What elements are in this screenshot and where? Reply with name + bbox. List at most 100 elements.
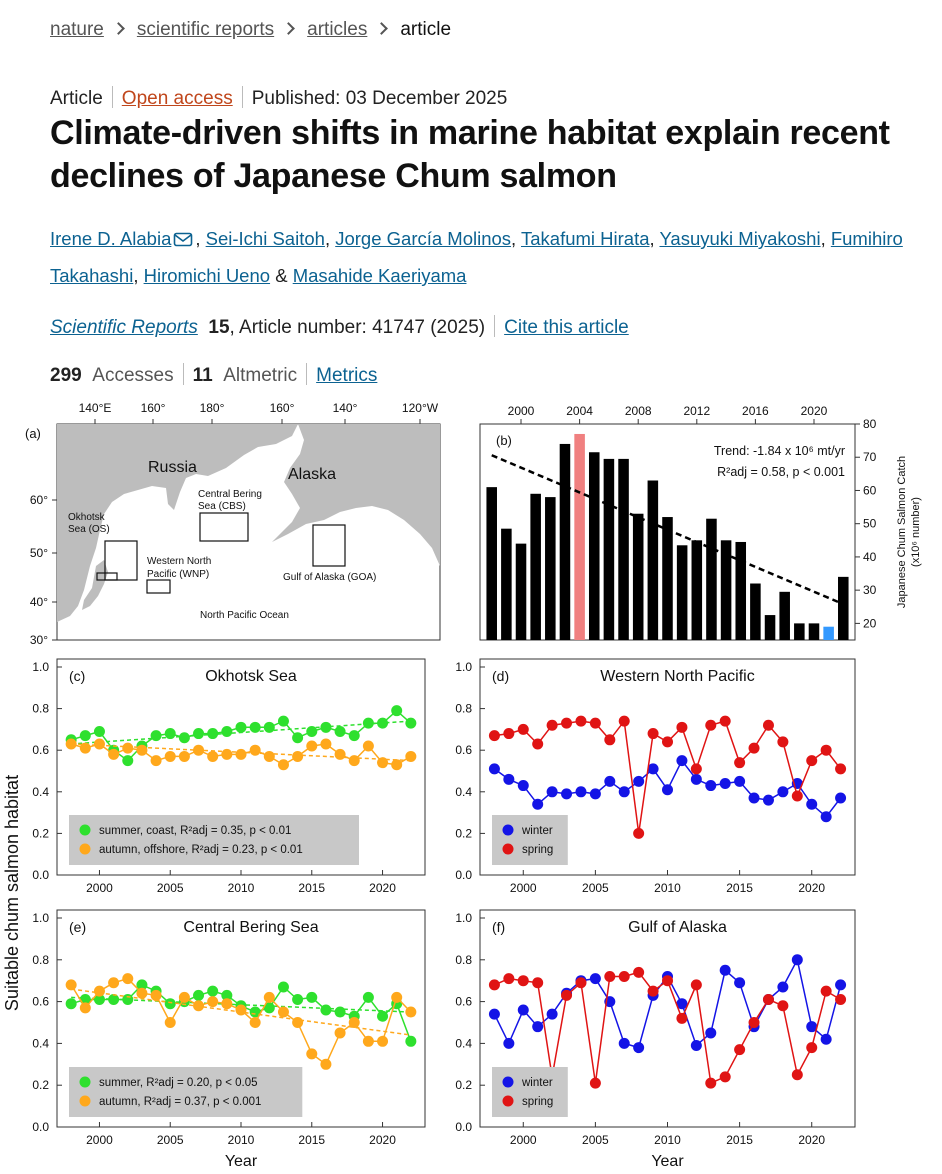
- breadcrumb-link[interactable]: articles: [307, 19, 368, 40]
- data-point: [503, 973, 515, 985]
- y-tick-label: 0.4: [455, 1036, 472, 1050]
- data-point: [207, 728, 219, 740]
- bar: [603, 458, 615, 640]
- y-tick-label: 0.6: [32, 995, 49, 1009]
- data-point: [277, 981, 289, 993]
- author-link[interactable]: Takafumi Hirata: [521, 228, 650, 249]
- data-point: [292, 994, 304, 1006]
- data-point: [164, 998, 176, 1010]
- x-tick-label: 2015: [298, 1133, 325, 1147]
- data-point: [108, 977, 120, 989]
- author-link[interactable]: Hiromichi Ueno: [143, 265, 271, 286]
- x-tick-label: 2020: [369, 881, 396, 895]
- x-tick-label: 2015: [726, 881, 753, 895]
- data-point: [546, 1008, 558, 1020]
- y-tick-label: 0.2: [32, 826, 49, 840]
- data-point: [405, 1006, 417, 1018]
- author-link[interactable]: Fumihiro Takahashi: [50, 228, 903, 286]
- mail-icon[interactable]: [173, 232, 193, 247]
- data-point: [193, 728, 205, 740]
- data-point: [532, 977, 544, 989]
- map-tick-label: 140°: [333, 401, 358, 415]
- legend-marker: [502, 824, 514, 836]
- bar: [838, 576, 849, 640]
- legend-marker: [502, 843, 514, 855]
- data-point: [647, 728, 659, 740]
- bar: [808, 623, 820, 640]
- data-point: [164, 750, 176, 762]
- data-point: [748, 1017, 760, 1028]
- map-tick-label: 30°: [30, 633, 48, 647]
- bar: [632, 513, 644, 640]
- author-link[interactable]: Jorge García Molinos: [335, 228, 512, 249]
- breadcrumb-current: article: [400, 19, 452, 40]
- data-point: [108, 748, 120, 760]
- x-tick-label: 2005: [157, 1133, 184, 1147]
- data-point: [277, 1006, 289, 1018]
- y-tick-label: 0.0: [32, 1120, 49, 1134]
- data-point: [546, 719, 558, 731]
- y-tick-label: 1.0: [32, 911, 49, 925]
- cite-link[interactable]: Cite this article: [504, 317, 629, 338]
- breadcrumb-link[interactable]: scientific reports: [136, 19, 275, 40]
- data-point: [561, 717, 573, 729]
- data-point: [835, 994, 847, 1006]
- author-link[interactable]: Irene D. Alabia: [50, 228, 172, 249]
- x-tick-label: 2020: [369, 1133, 396, 1147]
- y-tick-label: 0.6: [455, 995, 472, 1009]
- y-tick-label: 80: [863, 417, 877, 431]
- legend-marker: [79, 843, 91, 855]
- author-link[interactable]: Masahide Kaeriyama: [292, 265, 467, 286]
- data-point: [820, 744, 832, 756]
- data-point: [503, 773, 515, 785]
- separator: ,: [820, 228, 826, 249]
- data-point: [734, 775, 746, 787]
- y-tick-label: 50: [863, 517, 877, 531]
- data-point: [618, 715, 630, 727]
- y-tick-label: 0.8: [455, 953, 472, 967]
- data-point: [791, 790, 803, 802]
- data-point: [79, 730, 91, 742]
- legend-label: autumn, R²adj = 0.37, p < 0.001: [99, 1096, 261, 1108]
- data-point: [249, 744, 261, 756]
- data-point: [662, 784, 673, 796]
- author-link[interactable]: Yasuyuki Miyakoshi: [659, 228, 821, 249]
- bar: [647, 480, 659, 640]
- citation: Scientific Reports 15, Article number: 4…: [50, 315, 629, 339]
- data-point: [79, 742, 91, 754]
- journal-link[interactable]: Scientific Reports: [50, 317, 198, 338]
- data-point: [348, 755, 360, 767]
- data-point: [633, 1042, 645, 1054]
- data-point: [517, 1004, 529, 1016]
- article-meta: Article Open access Published: 03 December…: [50, 86, 507, 110]
- data-point: [806, 798, 818, 810]
- breadcrumb-link[interactable]: nature: [50, 19, 104, 40]
- data-point: [93, 725, 105, 737]
- data-point: [249, 721, 261, 733]
- data-point: [734, 757, 746, 769]
- legend-marker: [79, 1076, 91, 1088]
- metrics-link[interactable]: Metrics: [316, 365, 378, 386]
- data-point: [65, 738, 77, 750]
- chart-title: Western North Pacific: [600, 668, 754, 685]
- bar: [574, 433, 585, 640]
- data-point: [320, 738, 332, 750]
- bar: [588, 452, 600, 640]
- x-tick-label: 2000: [508, 404, 535, 418]
- data-point: [589, 788, 601, 800]
- x-tick-label: 2015: [298, 881, 325, 895]
- data-point: [488, 730, 500, 742]
- data-point: [377, 757, 389, 769]
- y-tick-label: 30: [863, 583, 877, 597]
- x-tick-label: 2010: [654, 1133, 681, 1147]
- y-tick-label: 0.2: [455, 1078, 472, 1092]
- open-access[interactable]: Open access: [121, 88, 233, 109]
- data-point: [405, 1035, 417, 1047]
- data-point: [377, 717, 389, 729]
- x-tick-label: 2000: [510, 1133, 537, 1147]
- data-point: [362, 1035, 374, 1047]
- author-link[interactable]: Sei-Ichi Saitoh: [205, 228, 325, 249]
- data-point: [532, 798, 544, 810]
- data-point: [546, 786, 558, 798]
